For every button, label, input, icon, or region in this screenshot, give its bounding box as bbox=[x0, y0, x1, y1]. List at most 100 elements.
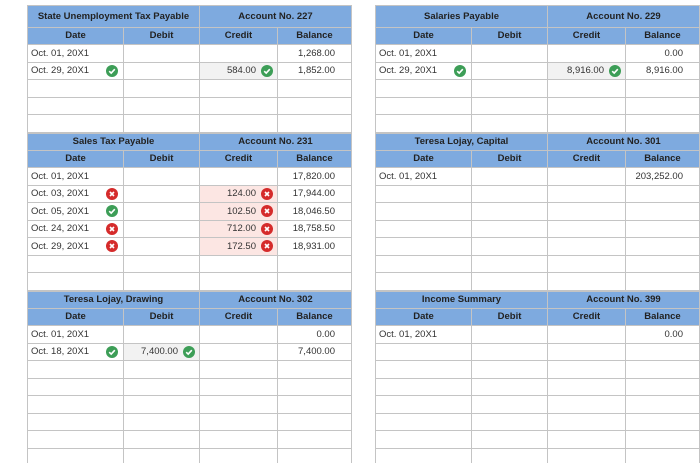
empty-cell bbox=[199, 360, 278, 379]
account-number-text: Account No. 399 bbox=[586, 294, 661, 305]
empty-cell bbox=[375, 377, 472, 396]
column-header-text: Date bbox=[65, 311, 86, 322]
column-header-text: Credit bbox=[572, 311, 601, 322]
empty-cell bbox=[375, 395, 472, 414]
empty-cell bbox=[547, 377, 626, 396]
column-header: Debit bbox=[123, 27, 200, 45]
empty-cell bbox=[471, 447, 548, 463]
empty-cell bbox=[471, 254, 548, 273]
account-number: Account No. 301 bbox=[547, 133, 700, 151]
empty-cell bbox=[199, 395, 278, 414]
empty-cell bbox=[547, 167, 626, 186]
empty-cell bbox=[27, 272, 124, 291]
account-number-text: Account No. 229 bbox=[586, 10, 661, 22]
empty-cell bbox=[471, 272, 548, 291]
empty-cell bbox=[123, 167, 200, 186]
column-header: Date bbox=[375, 27, 472, 45]
empty-cell bbox=[471, 79, 548, 98]
date-cell[interactable]: Oct. 24, 20X1 bbox=[27, 219, 124, 238]
check-icon bbox=[261, 64, 273, 77]
balance-cell: 8,916.00 bbox=[625, 61, 700, 80]
credit-cell[interactable]: 584.00 bbox=[199, 61, 278, 80]
empty-cell bbox=[625, 377, 700, 396]
empty-cell bbox=[547, 219, 626, 238]
column-header: Balance bbox=[277, 27, 352, 45]
column-header: Credit bbox=[547, 150, 626, 168]
debit-cell-text: 7,400.00 bbox=[141, 346, 178, 358]
credit-cell[interactable]: 712.00 bbox=[199, 219, 278, 238]
empty-cell bbox=[199, 430, 278, 449]
empty-cell bbox=[625, 360, 700, 379]
empty-cell bbox=[547, 79, 626, 98]
account-number-text: Account No. 302 bbox=[238, 294, 313, 305]
empty-cell bbox=[123, 44, 200, 63]
empty-cell bbox=[199, 325, 278, 344]
empty-cell bbox=[123, 377, 200, 396]
balance-cell-text: 18,046.50 bbox=[292, 205, 335, 217]
balance-cell: 17,820.00 bbox=[277, 167, 352, 186]
balance-cell: 18,931.00 bbox=[277, 237, 352, 256]
column-header: Credit bbox=[199, 27, 278, 45]
balance-cell: 1,268.00 bbox=[277, 44, 352, 63]
empty-cell bbox=[471, 96, 548, 115]
column-header: Date bbox=[27, 150, 124, 168]
account-number: Account No. 231 bbox=[199, 133, 352, 151]
empty-cell bbox=[625, 219, 700, 238]
balance-cell-text: 7,400.00 bbox=[298, 346, 335, 358]
empty-cell bbox=[123, 61, 200, 80]
empty-cell bbox=[471, 237, 548, 256]
date-cell-text: Oct. 01, 20X1 bbox=[31, 47, 90, 59]
credit-cell[interactable]: 102.50 bbox=[199, 202, 278, 221]
credit-cell-text: 102.50 bbox=[226, 205, 256, 217]
credit-cell[interactable]: 124.00 bbox=[199, 184, 278, 203]
empty-cell bbox=[547, 412, 626, 431]
balance-cell-text: 203,252.00 bbox=[635, 170, 683, 182]
account-name: Teresa Lojay, Drawing bbox=[27, 291, 200, 309]
column-header: Balance bbox=[625, 27, 700, 45]
empty-cell bbox=[625, 114, 700, 133]
error-icon bbox=[106, 222, 118, 235]
debit-cell[interactable]: 7,400.00 bbox=[123, 342, 200, 361]
empty-cell bbox=[547, 96, 626, 115]
empty-cell bbox=[625, 184, 700, 203]
empty-cell bbox=[199, 167, 278, 186]
date-cell[interactable]: Oct. 18, 20X1 bbox=[27, 342, 124, 361]
date-cell[interactable]: Oct. 03, 20X1 bbox=[27, 184, 124, 203]
credit-cell-text: 124.00 bbox=[226, 188, 256, 200]
empty-cell bbox=[625, 412, 700, 431]
credit-cell[interactable]: 8,916.00 bbox=[547, 61, 626, 80]
check-icon bbox=[609, 64, 621, 77]
column-header: Credit bbox=[199, 308, 278, 326]
column-header: Debit bbox=[471, 27, 548, 45]
date-cell-text: Oct. 29, 20X1 bbox=[31, 65, 90, 77]
column-header: Balance bbox=[277, 308, 352, 326]
credit-cell[interactable]: 172.50 bbox=[199, 237, 278, 256]
balance-cell: 18,046.50 bbox=[277, 202, 352, 221]
date-cell[interactable]: Oct. 05, 20X1 bbox=[27, 202, 124, 221]
empty-cell bbox=[375, 430, 472, 449]
column-header-text: Credit bbox=[572, 30, 601, 41]
empty-cell bbox=[547, 360, 626, 379]
column-header-text: Credit bbox=[224, 153, 253, 164]
check-icon bbox=[183, 345, 195, 358]
column-header: Credit bbox=[199, 150, 278, 168]
column-header: Balance bbox=[625, 308, 700, 326]
column-header: Balance bbox=[625, 150, 700, 168]
date-cell: Oct. 01, 20X1 bbox=[27, 325, 124, 344]
empty-cell bbox=[123, 184, 200, 203]
date-cell[interactable]: Oct. 29, 20X1 bbox=[27, 61, 124, 80]
empty-cell bbox=[547, 184, 626, 203]
empty-cell bbox=[277, 360, 352, 379]
balance-cell: 18,758.50 bbox=[277, 219, 352, 238]
column-header-text: Date bbox=[413, 311, 434, 322]
error-icon bbox=[106, 187, 118, 200]
empty-cell bbox=[471, 325, 548, 344]
empty-cell bbox=[277, 254, 352, 273]
empty-cell bbox=[277, 395, 352, 414]
date-cell[interactable]: Oct. 29, 20X1 bbox=[375, 61, 472, 80]
empty-cell bbox=[277, 412, 352, 431]
balance-cell-text: 18,931.00 bbox=[292, 240, 335, 252]
credit-cell-text: 8,916.00 bbox=[567, 65, 604, 77]
date-cell[interactable]: Oct. 29, 20X1 bbox=[27, 237, 124, 256]
account-name: Income Summary bbox=[375, 291, 548, 309]
